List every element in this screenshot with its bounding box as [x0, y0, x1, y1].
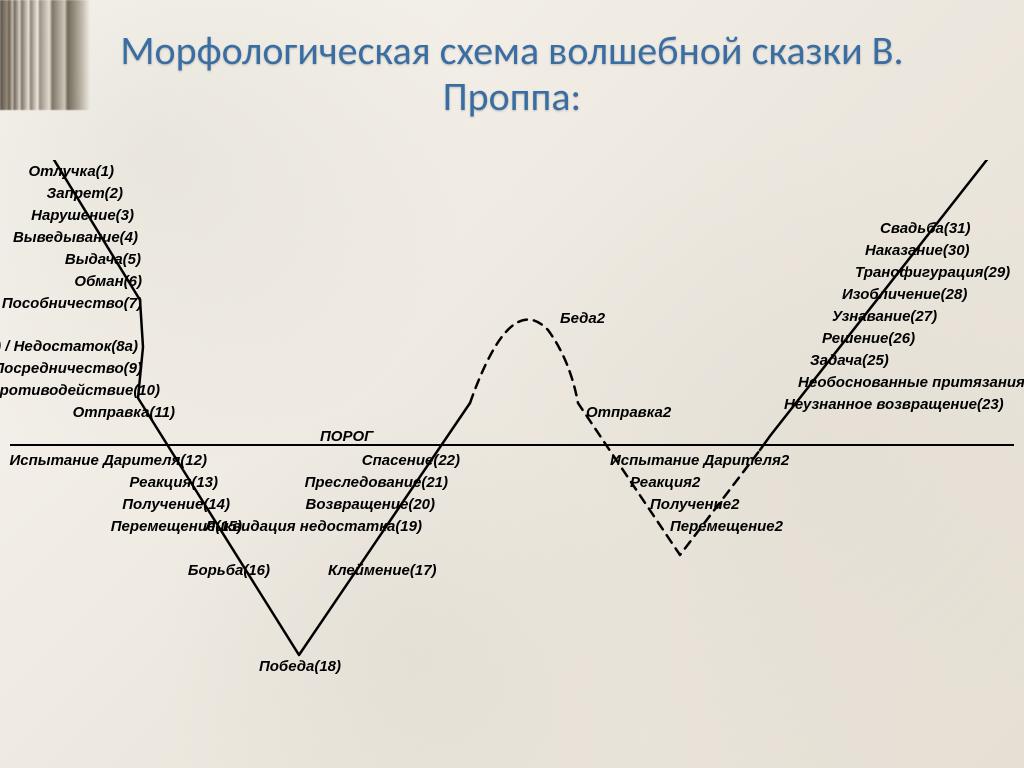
diagram-label: Противодействие(10)	[0, 382, 160, 399]
diagram-label: Борьба(16)	[188, 562, 270, 579]
diagram-label: Задача(25)	[810, 352, 889, 369]
diagram-label: Победа(18)	[259, 658, 341, 675]
diagram-label: Испытание Дарителя(12)	[9, 452, 207, 469]
diagram-label: Нарушение(3)	[31, 207, 134, 224]
diagram-label: Возвращение(20)	[306, 496, 435, 513]
diagram-label: Выведывание(4)	[13, 229, 138, 246]
diagram-label: Отправка2	[586, 404, 671, 421]
diagram-label: Отправка(11)	[73, 404, 175, 421]
diagram-label: Запрет(2)	[47, 185, 123, 202]
diagram-label: Спасение(22)	[362, 452, 460, 469]
propp-diagram: ПОРОГ Отлучка(1) Запрет(2) Нарушение(3) Выве…	[10, 160, 1014, 730]
slide-root: Морфологическая схема волшебной сказки В…	[0, 0, 1024, 768]
diagram-label: Отлучка(1)	[29, 163, 115, 180]
diagram-label: Неузнанное возвращение(23)	[784, 396, 1004, 413]
diagram-label: Испытание Дарителя2	[610, 452, 789, 469]
diagram-label: Получение2	[650, 496, 739, 513]
diagram-label: Получение(14)	[122, 496, 230, 513]
slide-title: Морфологическая схема волшебной сказки В…	[0, 28, 1024, 120]
diagram-label: Необоснованные притязания(24)	[798, 374, 1024, 391]
diagram-label: Клеймение(17)	[328, 562, 437, 579]
diagram-label: Транофигурация(29)	[855, 264, 1010, 281]
diagram-label: Преследование(21)	[305, 474, 448, 491]
diagram-label: Беда2	[560, 310, 605, 327]
diagram-label: Решение(26)	[822, 330, 915, 347]
diagram-svg	[10, 160, 1014, 730]
diagram-label: Выдача(5)	[65, 251, 141, 268]
diagram-label: Реакция2	[630, 474, 700, 491]
diagram-label: Обман(6)	[74, 273, 142, 290]
diagram-label: Перемещение2	[670, 518, 783, 535]
diagram-label: Наказание(30)	[865, 242, 970, 259]
diagram-label: Реакция(13)	[129, 474, 218, 491]
diagram-label: ПОРОГ	[320, 428, 373, 445]
diagram-label: Пособничество(7)	[2, 295, 142, 312]
diagram-label: Узнавание(27)	[832, 308, 937, 325]
diagram-label: Свадьба(31)	[880, 220, 971, 237]
diagram-label: Посредничество(9)	[0, 360, 142, 377]
diagram-label: Ликвидация недостатка(19)	[205, 518, 422, 535]
diagram-label: Беда(8) / Недостаток(8а)	[0, 338, 138, 355]
diagram-label: Изобличение(28)	[842, 286, 967, 303]
